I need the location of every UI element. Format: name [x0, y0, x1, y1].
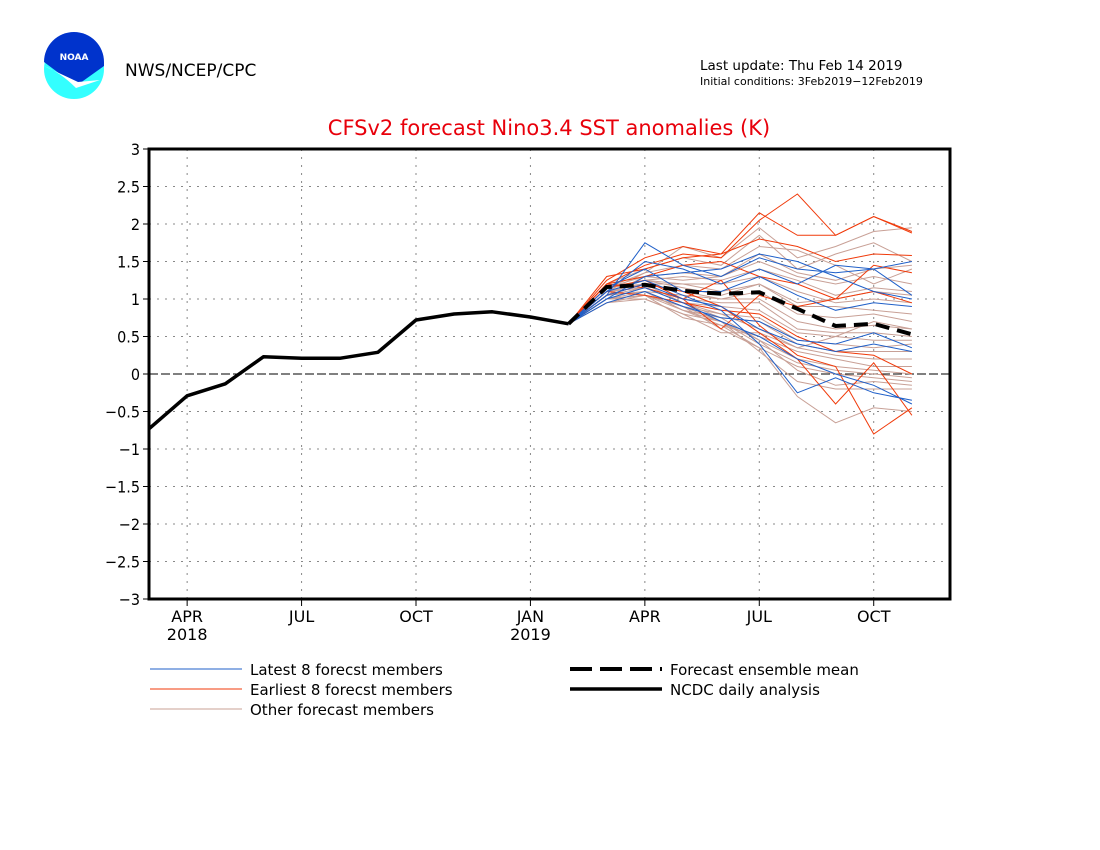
- x-tick-year-label: 2018: [167, 625, 208, 644]
- y-tick-label: 1: [131, 290, 140, 309]
- legend: Latest 8 forecst members Earliest 8 forec…: [150, 661, 859, 719]
- x-tick-label: OCT: [399, 607, 433, 626]
- latest-member-line: [568, 287, 913, 405]
- y-tick-label: −2.5: [105, 553, 140, 572]
- latest-member-line: [568, 268, 912, 325]
- initial-conditions-label: Initial conditions: 3Feb2019−12Feb2019: [700, 75, 923, 88]
- other-member-line: [568, 294, 912, 424]
- latest-member-line: [568, 260, 912, 325]
- earliest-member-line: [568, 283, 913, 416]
- x-tick-year-label: 2019: [510, 625, 551, 644]
- y-tick-label: −1.5: [105, 478, 140, 497]
- y-tick-label: 1.5: [117, 253, 140, 272]
- y-tick-label: −1: [119, 440, 140, 459]
- series-layer: [147, 193, 913, 435]
- ensemble-mean-line: [567, 282, 913, 337]
- latest-member-line: [568, 279, 912, 401]
- latest-member-line: [568, 290, 913, 349]
- earliest-member-line: [568, 193, 913, 325]
- last-update-label: Last update: Thu Feb 14 2019: [700, 58, 903, 74]
- other-member-line: [568, 253, 912, 325]
- legend-label-mean: Forecast ensemble mean: [670, 661, 859, 679]
- earliest-member-line: [568, 238, 912, 325]
- y-tick-label: 3: [131, 140, 140, 159]
- x-tick-label: APR: [171, 607, 203, 626]
- legend-label-observed: NCDC daily analysis: [670, 681, 820, 699]
- latest-member-line: [568, 283, 912, 353]
- noaa-logo: NOAA: [44, 32, 104, 99]
- observed-line: [147, 310, 569, 431]
- x-tick-label: APR: [629, 607, 661, 626]
- latest-member-line: [568, 242, 913, 325]
- y-tick-label: −3: [119, 590, 140, 609]
- earliest-member-line: [568, 279, 913, 435]
- y-tick-label: 2.5: [117, 178, 140, 197]
- other-member-line: [568, 290, 912, 330]
- noaa-logo-text: NOAA: [60, 53, 89, 63]
- plot-frame: [147, 147, 952, 601]
- y-tick-label: 2: [131, 215, 140, 234]
- y-tick-label: −2: [119, 515, 140, 534]
- legend-label-latest: Latest 8 forecst members: [250, 661, 443, 679]
- organization-label: NWS/NCEP/CPC: [125, 61, 256, 81]
- x-tick-label: JUL: [746, 607, 772, 626]
- earliest-member-line: [568, 260, 912, 325]
- x-tick-label: JAN: [516, 607, 544, 626]
- y-tick-label: 0.5: [117, 328, 140, 347]
- x-tick-label: JUL: [288, 607, 314, 626]
- earliest-member-line: [568, 212, 913, 325]
- x-tick-label: OCT: [857, 607, 891, 626]
- grid-lines: [149, 149, 950, 599]
- legend-label-other: Other forecast members: [250, 701, 434, 719]
- y-tick-label: 0: [131, 365, 140, 384]
- legend-label-earliest: Earliest 8 forecst members: [250, 681, 453, 699]
- chart-title: CFSv2 forecast Nino3.4 SST anomalies (K): [328, 116, 770, 140]
- y-axis: 3 2.5 2 1.5 1 0.5 0 −0.5 −1 −1.5 −2 −2.5 −3: [105, 140, 149, 609]
- y-tick-label: −0.5: [105, 403, 140, 422]
